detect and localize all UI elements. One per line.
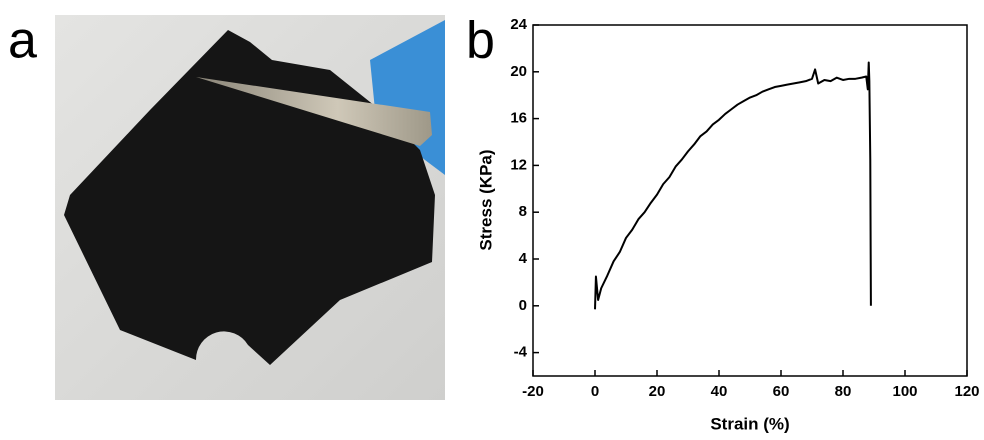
panel-label: a bbox=[8, 12, 37, 70]
y-axis-title: Stress (KPa) bbox=[476, 149, 495, 250]
data-line bbox=[594, 61, 872, 310]
x-tick-label: 120 bbox=[954, 383, 979, 400]
plot-frame bbox=[532, 24, 968, 377]
y-tick-label: 4 bbox=[519, 250, 528, 267]
x-axis-title: Strain (%) bbox=[710, 414, 789, 433]
y-tick-label: 12 bbox=[510, 156, 527, 173]
photo bbox=[55, 15, 445, 400]
tweezers bbox=[196, 77, 432, 146]
y-tick-label: -4 bbox=[514, 344, 528, 361]
x-tick-label: -20 bbox=[522, 383, 544, 400]
x-tick-label: 0 bbox=[591, 383, 599, 400]
x-tick-label: 80 bbox=[835, 383, 852, 400]
x-tick-label: 20 bbox=[649, 383, 666, 400]
panel-label: b bbox=[466, 12, 495, 70]
x-tick-label: 40 bbox=[711, 383, 728, 400]
y-tick-label: 0 bbox=[519, 297, 527, 314]
x-tick-label: 100 bbox=[892, 383, 917, 400]
y-tick-label: 24 bbox=[510, 16, 527, 33]
y-tick-label: 8 bbox=[519, 203, 527, 220]
y-tick-label: 20 bbox=[510, 63, 527, 80]
x-tick-label: 60 bbox=[773, 383, 790, 400]
y-tick-label: 16 bbox=[510, 110, 527, 127]
